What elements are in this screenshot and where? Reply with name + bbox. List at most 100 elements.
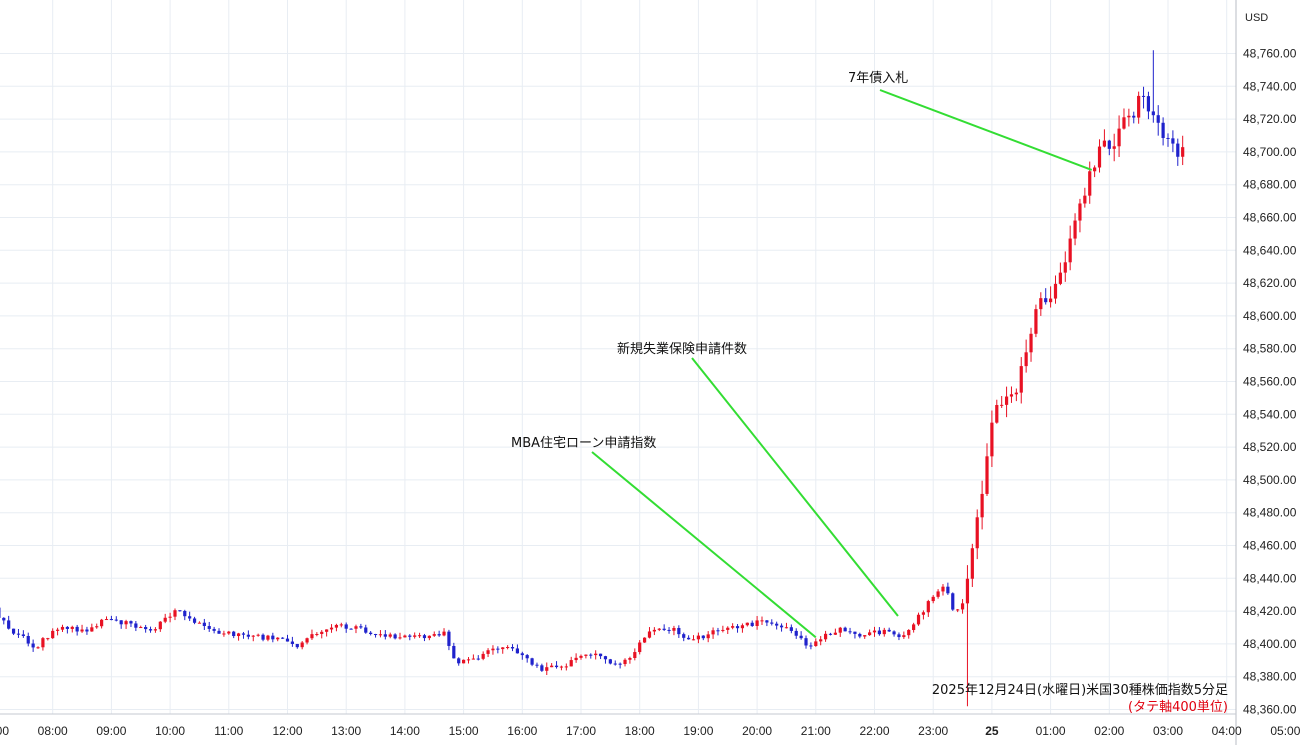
candle-body [574, 657, 578, 661]
candle-body [941, 586, 945, 592]
candle-body [819, 639, 823, 642]
candle-body [990, 422, 994, 457]
candle-body [775, 623, 779, 626]
x-tick-label: 09:00 [96, 724, 126, 738]
candle-body [755, 620, 759, 626]
candle-body [960, 603, 965, 610]
candle-body [447, 631, 451, 646]
candle-body [197, 622, 202, 624]
x-tick-label: 15:00 [449, 724, 479, 738]
candle-body [383, 634, 387, 637]
candle-body [1029, 333, 1033, 353]
candle-body [246, 634, 250, 637]
candle-body [1181, 147, 1185, 157]
candle-body [1161, 122, 1165, 138]
candle-body [1127, 115, 1131, 118]
candle-body [462, 659, 466, 664]
y-tick-label: 48,520.00 [1243, 440, 1297, 454]
candle-body [638, 642, 642, 653]
y-tick-label: 48,600.00 [1243, 309, 1297, 323]
candle-body [378, 634, 383, 636]
candle-body [1009, 394, 1014, 397]
candle-body [525, 655, 529, 659]
candle-body [584, 654, 588, 656]
candle-body [569, 660, 573, 667]
candle-body [995, 405, 999, 423]
candle-body [1049, 298, 1053, 303]
candle-body [1078, 203, 1082, 221]
candle-body [31, 643, 35, 648]
candle-body [325, 629, 329, 632]
caption-scale-note: (タテ軸400単位) [1128, 699, 1228, 715]
candle-body [765, 620, 769, 623]
annotation-label: 新規失業保険申請件数 [617, 341, 747, 357]
candle-body [868, 632, 872, 636]
x-tick-label: 22:00 [859, 724, 889, 738]
candle-body [696, 635, 700, 640]
candle-body [642, 637, 647, 643]
candle-body [726, 627, 730, 630]
candle-body [310, 634, 314, 639]
candle-body [95, 626, 99, 628]
candle-body [682, 634, 686, 638]
candle-body [90, 627, 94, 632]
candle-body [716, 630, 720, 632]
candle-body [843, 627, 847, 632]
candle-body [153, 629, 158, 631]
candle-body [359, 626, 363, 628]
candle-body [804, 638, 808, 646]
y-tick-label: 48,360.00 [1243, 703, 1297, 717]
candle-body [706, 634, 710, 639]
candle-body [672, 627, 676, 631]
annotation-label: MBA住宅ローン申請指数 [511, 436, 656, 451]
candle-body [109, 619, 113, 621]
candle-body [290, 641, 294, 644]
candle-body [657, 628, 661, 630]
candle-body [315, 633, 319, 635]
y-tick-label: 48,700.00 [1243, 145, 1297, 159]
candle-body [550, 665, 554, 668]
candle-body [1004, 396, 1009, 405]
candle-body [1093, 167, 1097, 172]
candle-body [662, 628, 666, 630]
candle-body [1107, 140, 1111, 149]
candle-body [1141, 95, 1146, 97]
candle-body [535, 664, 539, 666]
y-tick-label: 48,420.00 [1243, 604, 1297, 618]
candle-body [501, 647, 505, 650]
x-tick-label: 21:00 [801, 724, 831, 738]
candle-body [168, 616, 172, 618]
candle-body [1073, 220, 1077, 239]
candle-body [70, 626, 74, 629]
candle-body [163, 617, 167, 622]
candle-body [745, 622, 749, 626]
candle-body [902, 635, 906, 638]
candle-body [912, 624, 916, 631]
annotation-label: 7年債入札 [848, 71, 908, 86]
x-tick-label: 12:00 [272, 724, 302, 738]
candle-body [1044, 298, 1048, 303]
candle-body [251, 635, 255, 637]
candle-body [124, 621, 128, 625]
candle-body [11, 628, 16, 634]
y-tick-label: 48,540.00 [1243, 407, 1297, 421]
y-tick-label: 48,440.00 [1243, 571, 1297, 585]
candle-body [422, 635, 427, 639]
candle-body [760, 620, 764, 622]
candle-body [144, 627, 148, 630]
candle-body [985, 456, 989, 494]
candle-body [613, 663, 617, 665]
candle-body [814, 641, 818, 647]
candle-body [369, 632, 373, 635]
candle-body [80, 629, 84, 632]
candle-body [603, 656, 608, 660]
candle-body [437, 634, 441, 636]
candle-body [1102, 140, 1107, 147]
caption-title: 2025年12月24日(水曜日)米国30種株価指数5分足 [932, 682, 1228, 698]
candle-body [1019, 366, 1023, 393]
candle-body [417, 635, 422, 637]
candle-body [51, 630, 55, 639]
candle-body [633, 652, 637, 659]
x-tick-label: 19:00 [683, 724, 713, 738]
x-tick-label: 05:00 [1270, 724, 1300, 738]
